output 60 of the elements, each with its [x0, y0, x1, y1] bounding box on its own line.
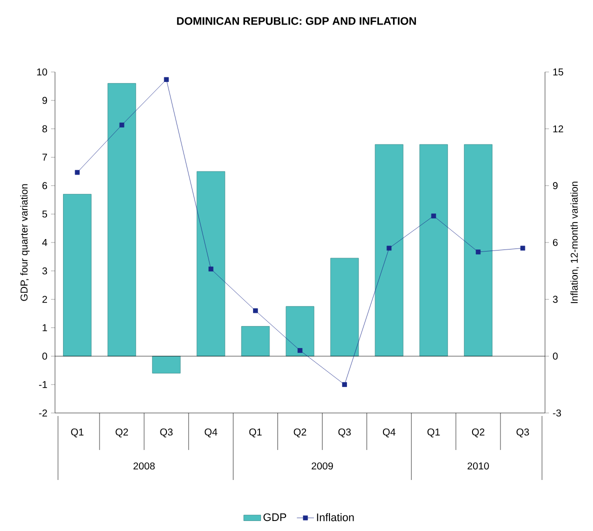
point	[298, 348, 302, 353]
y2-axis-title: Inflation, 12-month variation	[570, 182, 579, 304]
point	[253, 308, 258, 314]
x-tick-label: Q2	[116, 428, 128, 438]
y-tick-label: 10	[37, 68, 48, 76]
point	[74, 170, 80, 175]
point	[119, 122, 124, 128]
y-tick-label: 7	[42, 154, 47, 161]
bar	[241, 326, 270, 356]
y-tick-label: 1	[42, 324, 48, 332]
x-tick-label: Q4	[204, 428, 218, 438]
bar	[419, 144, 448, 356]
point	[476, 250, 481, 254]
text: 2010	[468, 462, 489, 470]
x-tick-label: Q3	[160, 428, 173, 438]
point	[386, 246, 392, 251]
x-tick-label: Q3	[338, 428, 351, 438]
y2-tick-label: 15	[553, 68, 564, 76]
chart-title: DOMINICAN REPUBLIC: GDP AND INFLATION	[177, 17, 416, 25]
x-tick-label: Q3	[516, 428, 529, 438]
bar	[196, 171, 226, 356]
y-tick-label: -2	[39, 410, 47, 416]
y-axis-title: GDP, four quarter variation	[20, 184, 30, 301]
y2-tick-label: 3	[552, 296, 558, 303]
point	[164, 77, 169, 82]
y2-tick-label: 9	[552, 182, 558, 190]
bar	[152, 356, 181, 374]
point	[208, 266, 214, 272]
y-tick-label: 0	[42, 352, 48, 360]
x-tick-label: Q1	[71, 428, 84, 438]
point	[342, 382, 347, 387]
y-tick-label: 8	[42, 125, 48, 132]
legend-label: Inflation	[317, 513, 354, 522]
point	[431, 214, 436, 218]
y2-tick-label: 0	[552, 352, 558, 360]
y-tick-label: 2	[42, 296, 47, 303]
bar	[330, 258, 359, 356]
y2-tick-label: 12	[553, 125, 564, 132]
x-tick-label: Q2	[472, 428, 484, 438]
bar	[108, 83, 136, 356]
text: 2009	[312, 462, 333, 470]
x-tick-label: Q2	[294, 428, 306, 438]
point	[520, 246, 526, 251]
y-tick-label: 5	[42, 210, 48, 218]
y2-tick-label: -3	[552, 409, 561, 417]
bar	[464, 144, 492, 356]
legend-label: GDP	[263, 513, 286, 522]
y-tick-label: 6	[42, 182, 48, 190]
bar	[63, 194, 92, 356]
x-tick-label: Q4	[382, 428, 396, 438]
x-tick-label: Q1	[427, 428, 440, 438]
text: 2008	[134, 462, 155, 470]
y-tick-label: 3	[42, 267, 48, 274]
y-tick-label: 4	[42, 239, 48, 246]
y2-tick-label: 6	[553, 238, 558, 246]
bar	[374, 144, 404, 356]
y-tick-label: -1	[39, 381, 48, 388]
bar	[286, 306, 314, 356]
x-tick-label: Q1	[249, 428, 262, 438]
y-tick-label: 9	[42, 96, 48, 104]
